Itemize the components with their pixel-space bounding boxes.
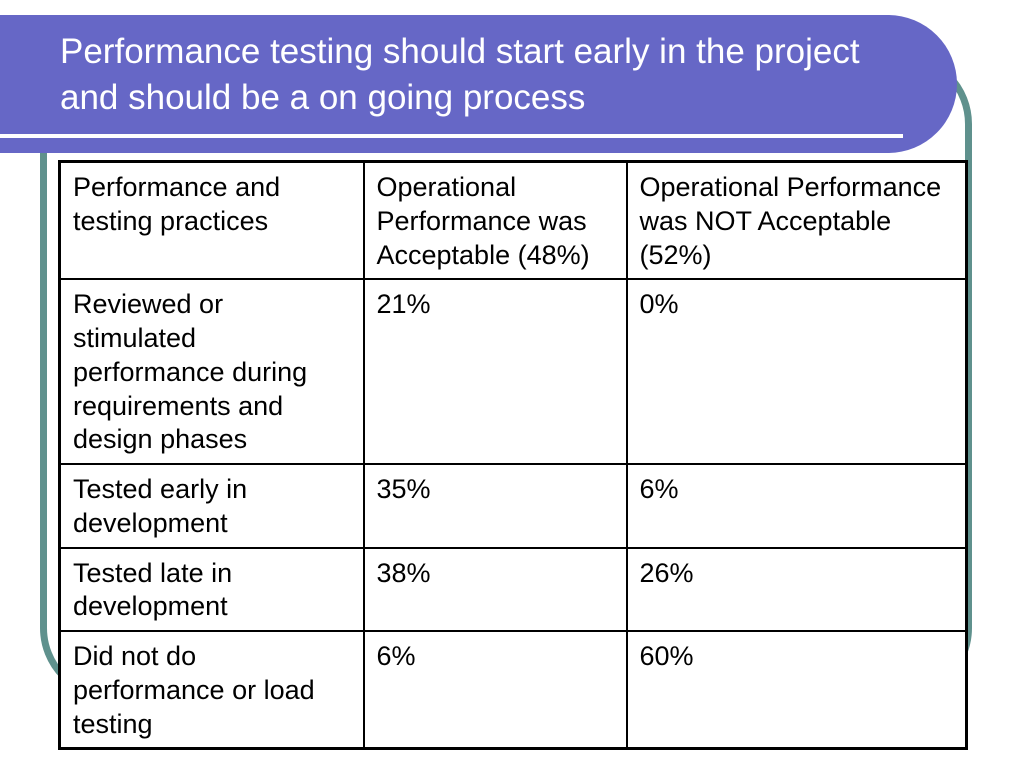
row-label-cell: Tested early in development [58, 463, 365, 549]
row-label-cell: Did not do performance or load testing [58, 630, 365, 750]
table-row: Reviewed or stimulated performance durin… [58, 278, 968, 465]
value-cell-acceptable: 38% [362, 546, 628, 632]
table-row: Tested late in development 38% 26% [58, 546, 968, 632]
row-label-cell: Tested late in development [58, 546, 365, 632]
slide-title: Performance testing should start early i… [60, 32, 860, 117]
value-cell-acceptable: 35% [362, 463, 628, 549]
performance-table: Performance and testing practices Operat… [58, 160, 968, 751]
value-cell-not-acceptable: 26% [625, 546, 968, 632]
value-cell-acceptable: 6% [362, 630, 628, 750]
header-practices: Performance and testing practices [58, 160, 365, 281]
value-cell-not-acceptable: 60% [625, 630, 968, 750]
title-banner: Performance testing should start early i… [0, 15, 957, 153]
row-label-cell: Reviewed or stimulated performance durin… [58, 278, 365, 465]
value-cell-not-acceptable: 0% [625, 278, 968, 465]
value-cell-acceptable: 21% [362, 278, 628, 465]
table-header-row: Performance and testing practices Operat… [58, 160, 968, 281]
table-row: Tested early in development 35% 6% [58, 463, 968, 549]
title-underline [0, 134, 903, 138]
table-row: Did not do performance or load testing 6… [58, 630, 968, 750]
header-not-acceptable: Operational Performance was NOT Acceptab… [625, 160, 968, 281]
value-cell-not-acceptable: 6% [625, 463, 968, 549]
header-acceptable: Operational Performance was Acceptable (… [362, 160, 628, 281]
